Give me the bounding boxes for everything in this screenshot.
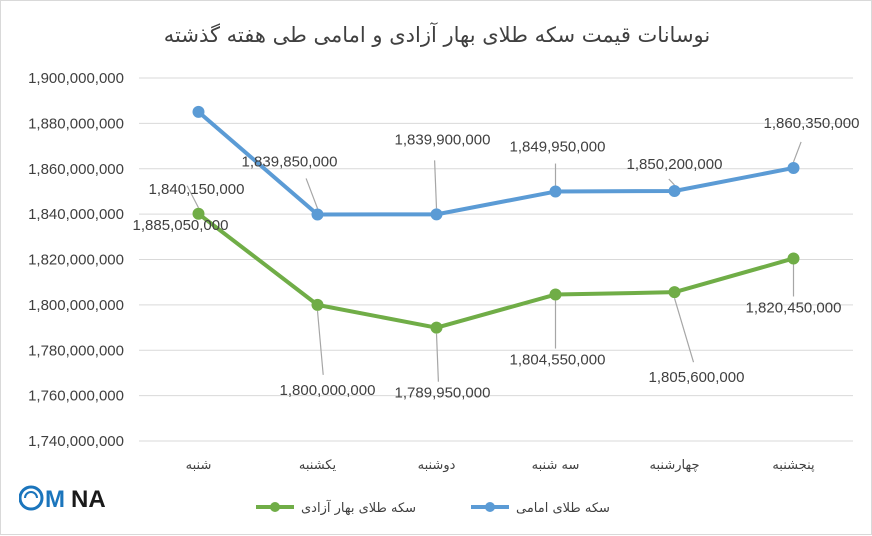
x-category-label: پنجشنبه <box>772 458 815 473</box>
data-point <box>668 286 681 299</box>
y-tick-label: 1,780,000,000 <box>28 342 124 359</box>
x-category-label: یکشنبه <box>299 458 337 473</box>
data-point <box>549 288 562 301</box>
y-tick-label: 1,800,000,000 <box>28 297 124 314</box>
imna-logo: M NA <box>19 485 106 513</box>
data-labels: 1,840,150,000 1,800,000,000 1,789,950,000 1… <box>133 115 860 402</box>
leader-line <box>435 333 439 382</box>
x-category-label: شنبه <box>186 458 212 473</box>
leader-line <box>316 310 324 375</box>
y-tick-label: 1,840,000,000 <box>28 206 124 223</box>
legend-swatch-marker <box>485 502 495 512</box>
data-label: 1,885,050,000 <box>133 217 229 234</box>
gridlines <box>139 77 853 442</box>
leader-line <box>305 178 319 209</box>
legend-swatch-marker <box>270 502 280 512</box>
y-tick-label: 1,820,000,000 <box>28 252 124 269</box>
y-tick-label: 1,760,000,000 <box>28 388 124 405</box>
data-point <box>430 321 443 334</box>
data-point <box>192 207 205 220</box>
y-axis-ticks: 1,740,000,000 1,760,000,000 1,780,000,000 1… <box>28 70 124 450</box>
data-point <box>787 161 800 174</box>
legend-label: سکه طلای بهار آزادی <box>301 499 416 516</box>
leader-line <box>186 185 200 209</box>
data-label: 1,840,150,000 <box>149 181 245 198</box>
legend: سکه طلای بهار آزادی سکه طلای امامی <box>256 499 610 516</box>
data-label: 1,839,900,000 <box>395 131 491 148</box>
data-label: 1,860,350,000 <box>764 115 860 132</box>
data-point <box>311 298 324 311</box>
logo-text-a: M <box>45 486 65 513</box>
x-category-label: چهارشنبه <box>650 458 700 473</box>
data-point <box>787 252 800 265</box>
data-label: 1,805,600,000 <box>649 369 745 386</box>
series-layer <box>192 105 800 334</box>
data-label: 1,800,000,000 <box>280 382 376 399</box>
data-label: 1,839,850,000 <box>242 153 338 170</box>
data-point <box>549 185 562 198</box>
data-point <box>668 184 681 197</box>
logo-ring-icon <box>19 485 44 511</box>
series-line <box>196 211 796 330</box>
data-label: 1,850,200,000 <box>627 156 723 173</box>
data-label: 1,804,550,000 <box>510 352 606 369</box>
leader-line <box>434 160 438 209</box>
y-tick-label: 1,880,000,000 <box>28 115 124 132</box>
x-axis-categories: شنبه یکشنبه دوشنبه سه شنبه چهارشنبه پنجشنبه <box>186 458 815 473</box>
data-point <box>311 208 324 221</box>
y-tick-label: 1,740,000,000 <box>28 433 124 450</box>
y-tick-label: 1,860,000,000 <box>28 161 124 178</box>
data-point <box>192 105 205 118</box>
logo-arc-icon <box>24 491 38 499</box>
data-label: 1,820,450,000 <box>746 299 842 316</box>
logo-text-b: NA <box>71 486 106 513</box>
data-label: 1,789,950,000 <box>395 385 491 402</box>
data-label: 1,849,950,000 <box>510 139 606 156</box>
x-category-label: سه شنبه <box>532 458 580 473</box>
legend-label: سکه طلای امامی <box>516 501 610 516</box>
series-line <box>196 109 796 217</box>
chart-title: نوسانات قیمت سکه طلای بهار آزادی و امامی… <box>164 22 710 47</box>
leader-line <box>673 297 695 363</box>
leader-line <box>792 141 802 163</box>
leader-line <box>668 178 675 186</box>
data-point <box>430 208 443 221</box>
label-leader-lines <box>186 141 802 382</box>
y-tick-label: 1,900,000,000 <box>28 70 124 87</box>
x-category-label: دوشنبه <box>418 458 456 473</box>
